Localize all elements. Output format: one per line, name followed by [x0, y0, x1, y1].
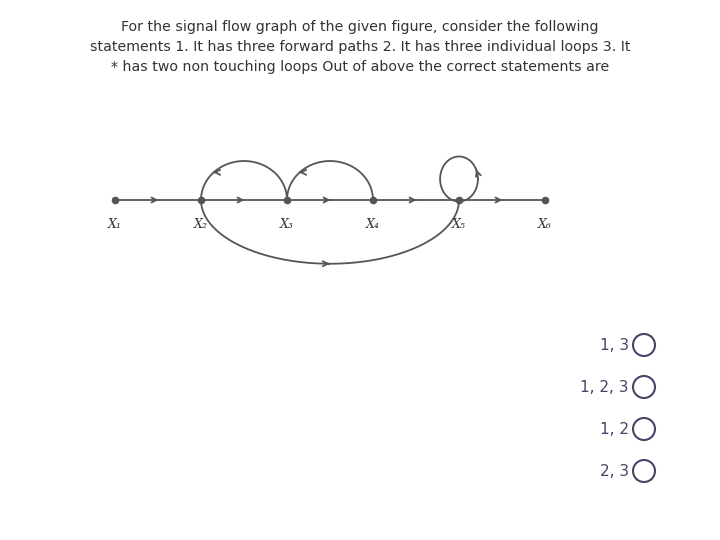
Text: X₁: X₁: [108, 218, 122, 231]
Text: 1, 3: 1, 3: [600, 338, 629, 353]
Text: statements 1. It has three forward paths 2. It has three individual loops 3. It: statements 1. It has three forward paths…: [90, 40, 630, 54]
Text: X₆: X₆: [538, 218, 552, 231]
Text: X₅: X₅: [452, 218, 466, 231]
Text: * has two non touching loops Out of above the correct statements are: * has two non touching loops Out of abov…: [111, 60, 609, 74]
Text: X₃: X₃: [280, 218, 294, 231]
Text: For the signal flow graph of the given figure, consider the following: For the signal flow graph of the given f…: [121, 20, 599, 34]
Text: X₂: X₂: [194, 218, 208, 231]
Text: X₄: X₄: [366, 218, 380, 231]
Text: 1, 2: 1, 2: [600, 422, 629, 436]
Text: 2, 3: 2, 3: [600, 463, 629, 478]
Text: 1, 2, 3: 1, 2, 3: [580, 380, 629, 395]
